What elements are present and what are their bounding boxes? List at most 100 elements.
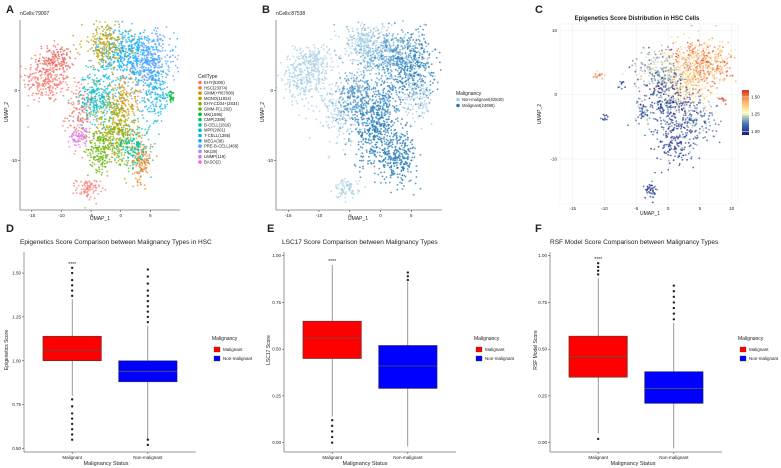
scatter-point <box>131 105 134 108</box>
scatter-point <box>148 78 151 80</box>
scatter-point <box>363 99 366 102</box>
scatter-point <box>120 97 122 100</box>
scatter-point <box>154 103 157 106</box>
scatter-point <box>333 23 336 26</box>
scatter-point <box>40 77 43 79</box>
scatter-point <box>120 159 123 162</box>
scatter-point <box>137 156 140 159</box>
scatter-point <box>85 97 88 99</box>
scatter-point <box>411 143 414 146</box>
scatter-point <box>139 66 142 69</box>
scatter-point <box>338 109 340 112</box>
scatter-point <box>306 80 309 83</box>
scatter-point <box>137 50 140 52</box>
scatter-point <box>320 96 323 99</box>
scatter-point <box>164 97 167 100</box>
scatter-point <box>141 144 143 146</box>
scatter-point <box>79 123 82 126</box>
scatter-point <box>380 127 382 130</box>
scatter-point <box>146 83 149 86</box>
scatter-point <box>311 69 314 71</box>
legend-swatch <box>198 128 202 132</box>
scatter-point <box>86 36 89 38</box>
scatter-point <box>349 89 352 91</box>
scatter-point <box>111 93 114 96</box>
scatter-point <box>86 113 88 115</box>
scatter-point <box>106 147 109 150</box>
scatter-point <box>157 93 159 95</box>
scatter-point <box>344 196 347 199</box>
scatter-point <box>62 50 65 52</box>
scatter-point <box>95 158 98 161</box>
scatter-point <box>104 85 106 88</box>
scatter-point <box>145 145 148 148</box>
scatter-point <box>301 98 304 101</box>
scatter-point <box>158 54 160 57</box>
scatter-point <box>100 121 102 124</box>
scatter-point <box>357 63 359 66</box>
scatter-point <box>396 184 399 186</box>
scatter-point <box>90 182 93 185</box>
scatter-point <box>363 121 365 124</box>
scatter-point <box>110 27 113 30</box>
scatter-point <box>141 158 144 161</box>
scatter-point <box>46 69 49 71</box>
scatter-point <box>133 90 136 93</box>
scatter-point <box>315 55 318 58</box>
scatter-point <box>96 115 98 117</box>
scatter-point <box>84 88 87 90</box>
scatter-point <box>83 99 86 101</box>
scatter-point <box>287 66 289 68</box>
scatter-point <box>300 78 302 81</box>
scatter-point <box>356 183 359 185</box>
scatter-point <box>117 36 120 39</box>
scatter-point <box>400 166 403 169</box>
scatter-point <box>51 91 54 94</box>
scatter-point <box>30 79 33 82</box>
scatter-point <box>95 155 98 157</box>
scatter-point <box>124 140 127 143</box>
scatter-point <box>110 117 112 120</box>
scatter-point <box>134 79 137 81</box>
scatter-point <box>377 119 380 122</box>
scatter-point <box>82 128 84 131</box>
scatter-point <box>367 117 370 119</box>
scatter-point <box>331 83 334 85</box>
scatter-point <box>130 142 133 145</box>
scatter-point <box>122 132 125 135</box>
scatter-point <box>89 152 92 155</box>
scatter-point <box>350 186 352 188</box>
scatter-point <box>83 150 86 153</box>
legend-label: B-CELL(1816) <box>204 122 231 127</box>
scatter-point <box>97 43 100 46</box>
scatter-point <box>341 61 344 64</box>
scatter-point <box>157 36 159 38</box>
scatter-point <box>97 160 99 163</box>
scatter-point <box>79 118 82 120</box>
scatter-point <box>92 152 94 155</box>
scatter-point <box>111 123 114 126</box>
scatter-point <box>133 37 136 40</box>
scatter-point <box>50 74 53 76</box>
scatter-point <box>89 189 91 192</box>
scatter-point <box>115 46 118 49</box>
scatter-point <box>143 184 146 187</box>
scatter-point <box>135 137 138 140</box>
scatter-point <box>97 105 100 108</box>
scatter-point <box>330 126 333 129</box>
scatter-point <box>106 110 109 113</box>
scatter-point <box>122 115 125 118</box>
scatter-point <box>298 114 301 117</box>
scatter-point <box>153 120 156 123</box>
scatter-point <box>121 66 123 68</box>
scatter-point <box>129 152 132 155</box>
scatter-point <box>358 190 361 193</box>
scatter-point <box>131 38 134 40</box>
scatter-point <box>309 58 312 61</box>
scatter-point <box>368 155 370 158</box>
scatter-point <box>390 70 393 73</box>
scatter-point <box>90 110 92 113</box>
scatter-point <box>118 66 121 68</box>
scatter-point <box>145 151 148 153</box>
scatter-point <box>98 70 100 72</box>
